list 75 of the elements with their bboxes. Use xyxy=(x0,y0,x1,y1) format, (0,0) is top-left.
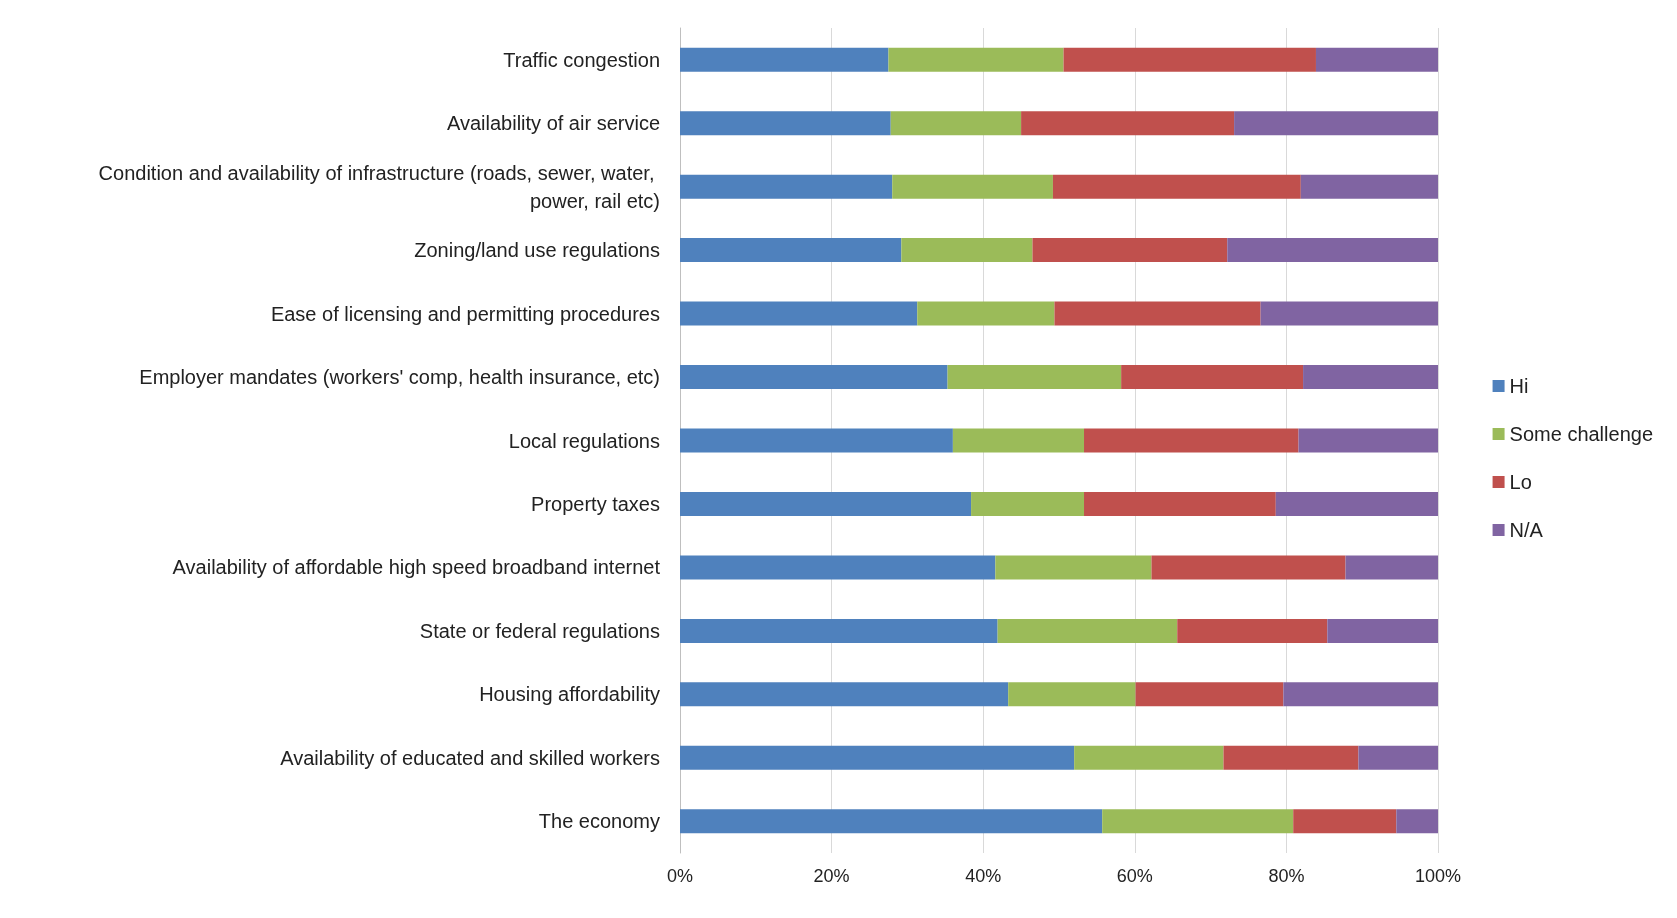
y-tick-label: Ease of licensing and permitting procedures xyxy=(270,302,660,325)
bar xyxy=(1021,111,1235,136)
y-tick-label: Local regulations xyxy=(508,429,660,452)
bar xyxy=(1074,745,1224,770)
bar xyxy=(1008,682,1136,707)
y-tick-label: Condition and availability of infrastructure (roads, sewer, water, power, rail etc) xyxy=(98,161,660,212)
x-tick-label: 100% xyxy=(1414,866,1462,886)
y-tick-label: State or federal regulations xyxy=(419,619,660,642)
bar xyxy=(1298,428,1438,453)
x-tick-label: 60% xyxy=(1116,866,1153,886)
bar xyxy=(680,47,889,72)
bar xyxy=(1084,428,1299,453)
y-tick-label: Availability of affordable high speed broadband internet xyxy=(172,556,661,579)
bar xyxy=(1063,47,1316,72)
bar xyxy=(1032,238,1228,263)
bar xyxy=(995,555,1152,580)
bar xyxy=(680,428,953,453)
bar xyxy=(1151,555,1346,580)
bar xyxy=(1283,682,1438,707)
y-tick-label: Property taxes xyxy=(531,492,660,515)
legend-label: Hi xyxy=(1509,375,1529,397)
bar xyxy=(1303,365,1438,390)
bar xyxy=(971,491,1085,516)
legend-label: N/A xyxy=(1509,519,1544,541)
x-tick-label: 20% xyxy=(813,866,850,886)
x-tick-label: 80% xyxy=(1268,866,1305,886)
bar xyxy=(1135,682,1284,707)
bar xyxy=(680,682,1009,707)
bar xyxy=(680,555,996,580)
legend-label: Some challenge xyxy=(1509,423,1654,445)
bar xyxy=(1275,491,1438,516)
y-tick-label: Traffic congestion xyxy=(503,48,660,71)
bar xyxy=(1234,111,1438,136)
bar xyxy=(1084,491,1276,516)
bar xyxy=(1121,365,1304,390)
bar xyxy=(680,238,902,263)
bar xyxy=(1052,174,1301,199)
bar xyxy=(680,365,948,390)
bar xyxy=(1054,301,1261,326)
bar xyxy=(1358,745,1438,770)
bar xyxy=(680,618,998,643)
legend-label: Lo xyxy=(1509,471,1532,493)
bar xyxy=(1223,745,1359,770)
y-tick-label: The economy xyxy=(538,810,660,833)
y-tick-label: Zoning/land use regulations xyxy=(414,239,660,262)
bar xyxy=(1260,301,1438,326)
y-tick-label: Housing affordability xyxy=(479,683,660,706)
y-tick-label: Availability of educated and skilled workers xyxy=(280,746,660,769)
bar xyxy=(1293,809,1397,834)
bar xyxy=(1396,809,1438,834)
y-tick-label: Availability of air service xyxy=(446,112,660,135)
bar xyxy=(1315,47,1438,72)
bar xyxy=(1227,238,1438,263)
bar xyxy=(680,491,972,516)
bar xyxy=(680,301,918,326)
bar xyxy=(680,745,1075,770)
bar xyxy=(1345,555,1438,580)
x-tick-label: 40% xyxy=(965,866,1002,886)
bar xyxy=(1177,618,1328,643)
y-tick-label: Employer mandates (workers' comp, health insurance, etc) xyxy=(139,366,660,389)
bar xyxy=(1300,174,1438,199)
bar xyxy=(997,618,1178,643)
bar xyxy=(947,365,1122,390)
bar xyxy=(890,111,1022,136)
bar xyxy=(1102,809,1294,834)
bar xyxy=(917,301,1055,326)
bar xyxy=(680,174,893,199)
bar xyxy=(680,809,1103,834)
bar xyxy=(901,238,1033,263)
bar xyxy=(892,174,1053,199)
x-tick-label: 0% xyxy=(666,866,694,886)
bar xyxy=(888,47,1064,72)
bar xyxy=(1327,618,1438,643)
bar xyxy=(680,111,891,136)
bar xyxy=(952,428,1085,453)
